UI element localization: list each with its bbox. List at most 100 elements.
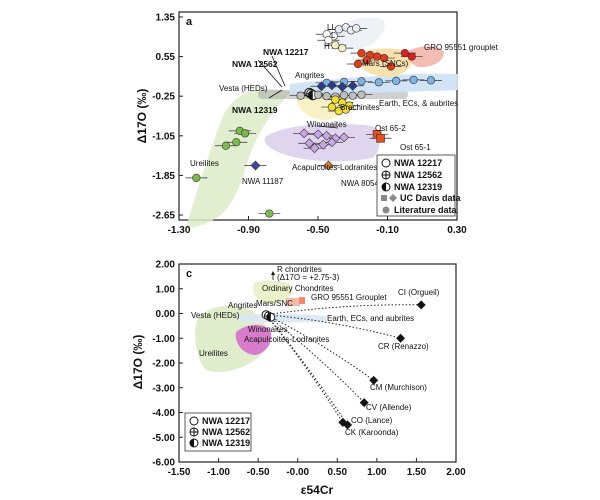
r-arrow-head — [271, 271, 275, 275]
ureilite-field-c — [195, 305, 268, 373]
panel-a-y-tick-label: -2.65 — [152, 211, 175, 222]
data-point — [379, 53, 389, 63]
panel-c-x-tick-label: 1.50 — [407, 467, 427, 478]
legend-c-item-1: NWA 12217 — [202, 416, 250, 426]
legend-a-item-4: UC Davis data — [400, 193, 462, 203]
data-point — [232, 138, 241, 147]
panel-a-legend: NWA 12217 NWA 12562 NWA 12319 UC Davis d… — [376, 154, 462, 217]
legend-c-open-circle — [189, 416, 199, 426]
mars-field-c — [286, 298, 300, 306]
legend-a-half-fill — [382, 183, 386, 191]
legend-a-item-5: Literature data — [394, 205, 458, 215]
label-winonaites: Winonaites — [307, 120, 347, 129]
data-diamond — [250, 160, 261, 171]
label-ureilites-c: Ureilites — [199, 349, 228, 358]
label-gro-text: GRO 95551 grouplet — [424, 43, 499, 52]
panel-c-x-tick-label: -1.50 — [168, 467, 191, 478]
acapulcoite-field-c — [235, 324, 272, 355]
panel-c-y-tick-label: -3.00 — [152, 383, 175, 394]
label-ost652: Ost 65-2 — [375, 124, 406, 133]
data-point — [362, 55, 371, 65]
data-point — [338, 98, 347, 107]
legend-a-square — [381, 195, 387, 201]
panel-c-points — [261, 300, 426, 430]
data-point — [221, 141, 231, 150]
panel-c-x-tick-label: 2.00 — [446, 467, 466, 478]
data-point — [392, 76, 401, 85]
data-point — [353, 59, 363, 69]
nwa-3-marker-c-half — [266, 313, 271, 322]
legend-a-open-circle — [381, 158, 391, 168]
panel-a-y-axis-label: Δ17O (‰) — [135, 89, 149, 144]
mixing-line — [265, 314, 365, 403]
data-point — [322, 92, 331, 101]
legend-c-item-2: NWA 12562 — [202, 427, 250, 437]
data-diamond — [326, 80, 337, 91]
data-diamond — [326, 137, 337, 148]
data-point — [334, 106, 343, 116]
mixing-line — [266, 314, 401, 339]
label-nwa12562: NWA 12562 — [232, 59, 278, 69]
panel-c-x-tick-label: 0.50 — [328, 467, 348, 478]
legend-a-item-3: NWA 12319 — [394, 182, 442, 192]
earth-field-c — [238, 314, 326, 323]
data-point — [357, 77, 366, 86]
panel-c-y-tick-label: -1.00 — [152, 334, 175, 345]
data-point — [409, 75, 418, 84]
label-l: L — [331, 31, 336, 40]
panel-a-x-tick-label: -0.90 — [237, 225, 260, 236]
data-point — [334, 25, 343, 34]
panel-a-x-tick-label: -0.10 — [376, 225, 399, 236]
data-point — [327, 102, 337, 112]
chondrite-diamond — [343, 420, 353, 430]
legend-a-filled-circle — [382, 206, 390, 214]
data-point — [313, 90, 323, 99]
data-diamond — [316, 81, 327, 92]
label-r-note: (Δ17O = +2.75-3) — [277, 273, 340, 282]
label-vesta: Vesta (HEDs) — [219, 84, 268, 93]
data-point — [426, 76, 436, 85]
panel-c-x-tick-label: -0.00 — [286, 467, 309, 478]
gro-field-c — [299, 297, 305, 304]
label-gro: GRO 95551 grouplet — [424, 43, 499, 52]
mixing-line — [265, 314, 344, 423]
panel-c-y-tick-label: 2.00 — [156, 260, 176, 271]
data-point — [400, 49, 409, 58]
legend-c-half-fill — [190, 439, 194, 447]
panel-a-y-tick-label: 0.55 — [156, 52, 176, 63]
data-point — [296, 91, 305, 100]
label-brachinites: Brachinites — [340, 103, 380, 112]
label-nwa12217: NWA 12217 — [263, 47, 309, 57]
panel-c-y-axis-label: Δ17O (‰) — [131, 335, 145, 390]
label-earth-c: Earth, ECs, and aubrites — [327, 314, 414, 323]
label-acapulcoites: Acapulcoites-Lodranites — [292, 163, 377, 172]
panel-c-y-tick-label: 0.00 — [156, 309, 176, 320]
label-r: R chondrites — [277, 265, 322, 274]
legend-a-item-1: NWA 12217 — [394, 158, 442, 168]
panel-c-x-tick-label: -0.50 — [247, 467, 270, 478]
data-point — [338, 44, 347, 53]
data-point — [374, 78, 383, 87]
panel-a: a -1.30 -0.90 -0.50 -0.10 0.30 1.35 0.55 -0.25… — [135, 11, 499, 236]
panel-a-y-ticks: 1.35 0.55 -0.25 -1.05 -1.85 -2.65 — [152, 12, 183, 222]
mixing-line — [265, 314, 348, 426]
data-diamond — [318, 139, 329, 150]
label-ost651: Ost 65-1 — [400, 143, 431, 152]
panel-c-letter: c — [186, 268, 192, 280]
label-acapulcoites-c: Acapulcoites-Lodranites — [244, 335, 329, 344]
label-gro-c: GRO 95551 Grouplet — [311, 293, 387, 302]
panel-a-annotation-lines — [257, 55, 339, 129]
label-cm: CM (Murchison) — [370, 383, 427, 392]
data-point — [265, 209, 274, 218]
label-earth: Earth, ECs, & aubrites — [379, 99, 458, 108]
panel-c-mixing-lines — [265, 304, 422, 426]
label-cv: CV (Allende) — [366, 403, 412, 412]
data-point — [357, 90, 366, 99]
panel-c-legend: NWA 12217 NWA 12562 NWA 12319 — [184, 412, 252, 452]
data-point — [339, 91, 349, 100]
label-oc: Ordinary Chondrites — [262, 284, 334, 293]
nwa-3-marker-half — [308, 90, 313, 100]
panel-a-points — [192, 23, 436, 218]
label-ck: CK (Karoonda) — [345, 428, 399, 437]
